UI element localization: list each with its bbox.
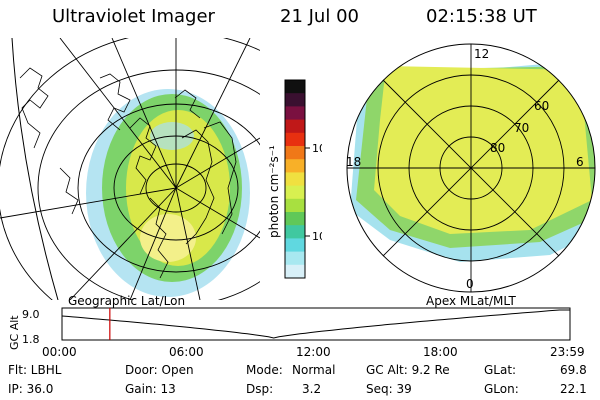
oval-fill — [374, 66, 592, 234]
glon-value: 22.1 — [560, 382, 587, 396]
colorbar-strip — [285, 225, 305, 239]
timeline-x-tick-4: 23:59 — [550, 345, 585, 358]
geographic-map — [0, 38, 260, 300]
colorbar-gradient — [285, 80, 305, 279]
date-label: 21 Jul 00 — [280, 6, 359, 27]
globe-limb — [11, 38, 59, 300]
timeline-y-tick-min: 1.8 — [22, 333, 40, 346]
geographic-panel-label: Geographic Lat/Lon — [68, 294, 186, 308]
colorbar-strip — [285, 251, 305, 266]
timeline-y-tick-max: 9.0 — [22, 308, 40, 321]
colorbar-strip — [285, 119, 305, 134]
altitude-curve — [61, 309, 570, 339]
coastlines — [19, 67, 237, 279]
colorbar-strip — [285, 238, 305, 253]
timeline-x-tick-3: 18:00 — [423, 345, 458, 358]
mlt-spokes — [347, 44, 595, 292]
timeline-frame — [61, 307, 571, 341]
door-info: Door: Open — [125, 363, 194, 377]
mlat-label-60: 60 — [534, 99, 549, 113]
colorbar-strip — [285, 159, 305, 173]
timeline-y-axis-title: GC Alt — [8, 315, 21, 350]
mode-label: Mode: — [246, 363, 283, 377]
sequence-info: Seq: 39 — [366, 382, 412, 396]
colorbar-strip — [285, 106, 305, 121]
aurora-bright-spot — [140, 214, 196, 262]
colorbar-strip — [285, 93, 305, 107]
gc-altitude-info: GC Alt: 9.2 Re — [366, 363, 450, 377]
colorbar-strip — [285, 172, 305, 187]
glat-value: 69.8 — [560, 363, 587, 377]
app-title: Ultraviolet Imager — [52, 6, 215, 27]
timeline-x-tick-1: 06:00 — [169, 345, 204, 358]
dsp-label: Dsp: — [246, 382, 274, 396]
mlat-label-70: 70 — [514, 121, 529, 135]
colorbar-tick-10: 10 — [312, 230, 322, 243]
glat-label: GLat: — [484, 363, 517, 377]
mlt-label-12: 12 — [474, 47, 489, 61]
colorbar-strip — [285, 264, 305, 279]
gain-info: Gain: 13 — [125, 382, 176, 396]
dsp-value: 3.2 — [302, 382, 322, 396]
mlat-label-80: 80 — [490, 141, 505, 155]
magnetic-polar-map: 12 18 6 0 60 70 80 — [346, 43, 596, 293]
colorbar-unit-label: photon cm⁻²s⁻¹ — [267, 145, 281, 238]
mlt-label-0: 0 — [466, 277, 474, 291]
colorbar-strip — [285, 80, 305, 94]
apex-panel-label: Apex MLat/MLT — [426, 294, 516, 308]
ip-info: IP: 36.0 — [8, 382, 54, 396]
timeline-x-tick-2: 12:00 — [296, 345, 331, 358]
filter-info: Flt: LBHL — [8, 363, 62, 377]
altitude-timeline: GC Alt 9.0 1.8 00:00 06:00 12:00 18:00 2… — [8, 307, 585, 358]
colorbar-strip — [285, 185, 305, 200]
colorbar-strip — [285, 198, 305, 213]
mlt-label-6: 6 — [576, 155, 584, 169]
timeline-x-tick-0: 00:00 — [42, 345, 77, 358]
colorbar: 100 10 photon cm⁻²s⁻¹ — [267, 79, 322, 279]
glon-label: GLon: — [484, 382, 519, 396]
colorbar-strip — [285, 212, 305, 226]
colorbar-tick-100: 100 — [312, 142, 322, 155]
colorbar-strip — [285, 132, 305, 147]
mlt-label-18: 18 — [346, 155, 361, 169]
time-label: 02:15:38 UT — [426, 6, 537, 27]
colorbar-strip — [285, 146, 305, 160]
mode-value: Normal — [292, 363, 336, 377]
